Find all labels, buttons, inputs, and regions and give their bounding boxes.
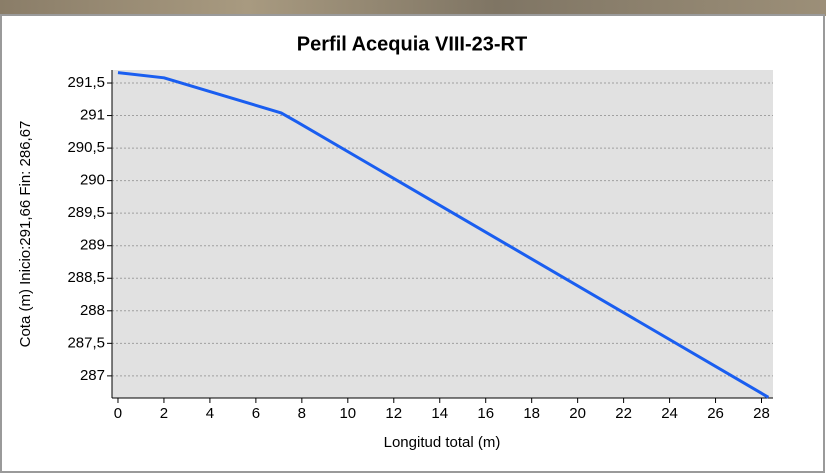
chart-title: Perfil Acequia VIII-23-RT	[297, 33, 527, 55]
y-tick-label: 287	[80, 367, 105, 384]
y-tick-label: 289	[80, 237, 105, 254]
y-tick-label: 287,5	[67, 334, 105, 351]
y-tick-label: 291	[80, 107, 105, 124]
x-tick-label: 16	[477, 405, 494, 422]
x-tick-label: 4	[206, 405, 214, 422]
y-axis-label: Cota (m) Inicio:291,66 Fin: 286,67	[17, 121, 34, 348]
x-tick-label: 6	[252, 405, 260, 422]
x-tick-label: 26	[707, 405, 724, 422]
y-tick-label: 291,5	[67, 74, 105, 91]
x-tick-label: 18	[523, 405, 540, 422]
x-axis-label: Longitud total (m)	[384, 434, 501, 451]
y-tick-label: 290	[80, 172, 105, 189]
background-strip	[0, 0, 826, 16]
x-tick-label: 28	[753, 405, 770, 422]
window: Perfil Acequia VIII-23-RT Longitud total…	[0, 0, 826, 473]
x-tick-label: 20	[569, 405, 586, 422]
x-tick-label: 8	[298, 405, 306, 422]
x-tick-label: 24	[661, 405, 678, 422]
x-tick-label: 2	[160, 405, 168, 422]
x-tick-label: 10	[339, 405, 356, 422]
x-tick-label: 22	[615, 405, 632, 422]
y-tick-label: 289,5	[67, 204, 105, 221]
x-tick-label: 0	[114, 405, 122, 422]
y-tick-label: 290,5	[67, 139, 105, 156]
x-tick-label: 12	[385, 405, 402, 422]
y-tick-label: 288,5	[67, 269, 105, 286]
x-tick-label: 14	[431, 405, 448, 422]
y-tick-label: 288	[80, 302, 105, 319]
plot-area	[112, 70, 773, 398]
page: {"chart_data": {"type": "line", "title":…	[0, 0, 826, 473]
